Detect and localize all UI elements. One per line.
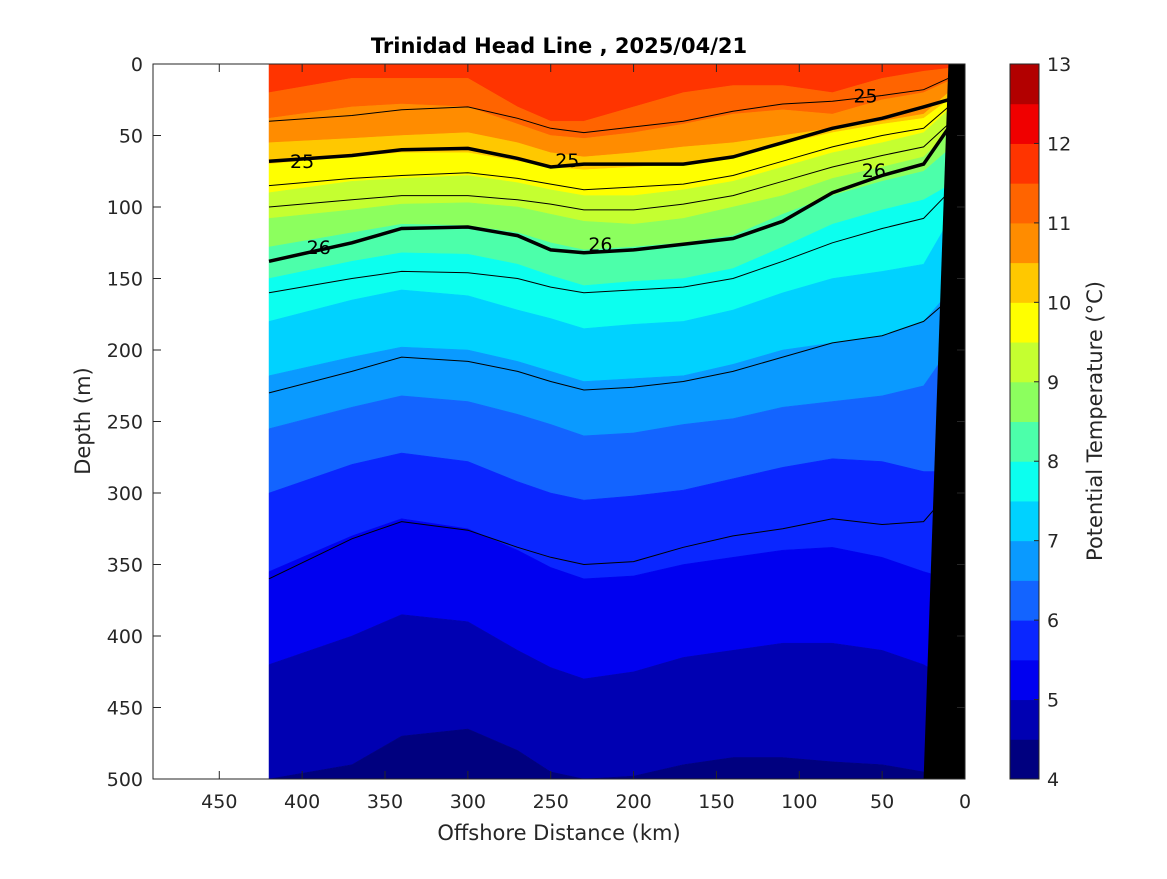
x-axis: 450 400 350 300 250 200 150 100 50 0 bbox=[201, 64, 971, 813]
isopycnal-line bbox=[268, 299, 949, 394]
isopycnal-line bbox=[268, 192, 949, 294]
seafloor-bathymetry bbox=[923, 64, 965, 779]
x-tick-label: 150 bbox=[698, 791, 734, 813]
colorbar-swatch-5.5 bbox=[1010, 620, 1039, 661]
colorbar-tick-label: 8 bbox=[1047, 451, 1059, 473]
colorbar-swatch-12.5 bbox=[1010, 64, 1039, 105]
colorbar-swatch-11.5 bbox=[1010, 143, 1039, 184]
y-tick-label: 250 bbox=[107, 412, 143, 434]
y-tick-label: 350 bbox=[107, 555, 143, 577]
isopycnal-26-line bbox=[268, 127, 950, 264]
colorbar-tick-label: 12 bbox=[1047, 133, 1071, 155]
contour-label-25: 25 bbox=[555, 150, 579, 172]
x-tick-label: 300 bbox=[450, 791, 486, 813]
x-tick-label: 250 bbox=[533, 791, 569, 813]
colorbar-tick-label: 10 bbox=[1047, 292, 1071, 314]
colorbar-swatch-10 bbox=[1010, 262, 1039, 303]
colorbar-tick-label: 6 bbox=[1047, 610, 1059, 632]
colorbar: 4 5 6 7 8 9 10 11 12 13 bbox=[1009, 54, 1071, 791]
isopycnal-line bbox=[268, 123, 949, 211]
y-tick-label: 500 bbox=[107, 769, 143, 791]
y-axis-label: Depth (m) bbox=[71, 367, 95, 474]
x-tick-label: 400 bbox=[284, 791, 320, 813]
y-tick-label: 450 bbox=[107, 698, 143, 720]
contour-label-25: 25 bbox=[290, 151, 314, 173]
contour-label-26: 26 bbox=[588, 234, 612, 256]
isopycnal-line bbox=[268, 77, 949, 134]
colorbar-tick-label: 9 bbox=[1047, 372, 1059, 394]
colorbar-frame bbox=[1009, 63, 1040, 780]
contour-label-26: 26 bbox=[862, 160, 886, 182]
chart-title: Trinidad Head Line , 2025/04/21 bbox=[371, 34, 747, 58]
colorbar-swatch-9 bbox=[1010, 342, 1039, 383]
y-axis: 0 50 100 150 200 250 300 350 400 450 500 bbox=[107, 54, 965, 791]
x-tick-label: 100 bbox=[781, 791, 817, 813]
colorbar-swatch-6 bbox=[1010, 580, 1039, 621]
colorbar-tick-label: 4 bbox=[1047, 769, 1059, 791]
isopycnal-line bbox=[268, 106, 949, 191]
y-tick-label: 50 bbox=[119, 126, 143, 148]
colorbar-tick-label: 5 bbox=[1047, 690, 1059, 712]
colorbar-swatch-12 bbox=[1010, 103, 1039, 144]
colorbar-tick-label: 11 bbox=[1047, 213, 1071, 235]
colorbar-swatch-7 bbox=[1010, 500, 1039, 542]
colorbar-label: Potential Temperature (°C) bbox=[1083, 281, 1107, 561]
colorbar-swatch-4.5 bbox=[1010, 699, 1039, 740]
colorbar-swatch-10.5 bbox=[1010, 222, 1039, 264]
isopycnal-line bbox=[268, 492, 949, 580]
temperature-band-4.25 bbox=[268, 728, 949, 779]
colorbar-swatch-8 bbox=[1010, 421, 1039, 462]
colorbar-swatch-6.5 bbox=[1010, 540, 1039, 581]
colorbar-swatch-5 bbox=[1010, 659, 1039, 701]
x-tick-label: 350 bbox=[367, 791, 403, 813]
x-axis-label: Offshore Distance (km) bbox=[437, 821, 680, 845]
x-tick-label: 200 bbox=[615, 791, 651, 813]
colorbar-swatch-8.5 bbox=[1010, 381, 1039, 422]
y-tick-label: 400 bbox=[107, 626, 143, 648]
colorbar-swatch-11 bbox=[1010, 183, 1039, 224]
y-tick-label: 100 bbox=[107, 197, 143, 219]
x-tick-label: 50 bbox=[870, 791, 894, 813]
colorbar-swatch-9.5 bbox=[1010, 302, 1039, 343]
plot-content: 25 25 25 26 26 26 bbox=[268, 64, 965, 779]
colorbar-swatch-4 bbox=[1010, 739, 1039, 780]
contour-label-25: 25 bbox=[853, 85, 877, 107]
colorbar-swatch-7.5 bbox=[1010, 461, 1039, 502]
y-tick-label: 150 bbox=[107, 269, 143, 291]
isopycnal-25-line bbox=[268, 98, 949, 169]
y-tick-label: 300 bbox=[107, 483, 143, 505]
contour-label-26: 26 bbox=[307, 237, 331, 259]
y-tick-label: 0 bbox=[131, 54, 143, 76]
colorbar-tick-label: 7 bbox=[1047, 531, 1059, 553]
colorbar-tick-label: 13 bbox=[1047, 54, 1071, 76]
x-tick-label: 0 bbox=[959, 791, 971, 813]
y-tick-label: 200 bbox=[107, 340, 143, 362]
x-tick-label: 450 bbox=[201, 791, 237, 813]
